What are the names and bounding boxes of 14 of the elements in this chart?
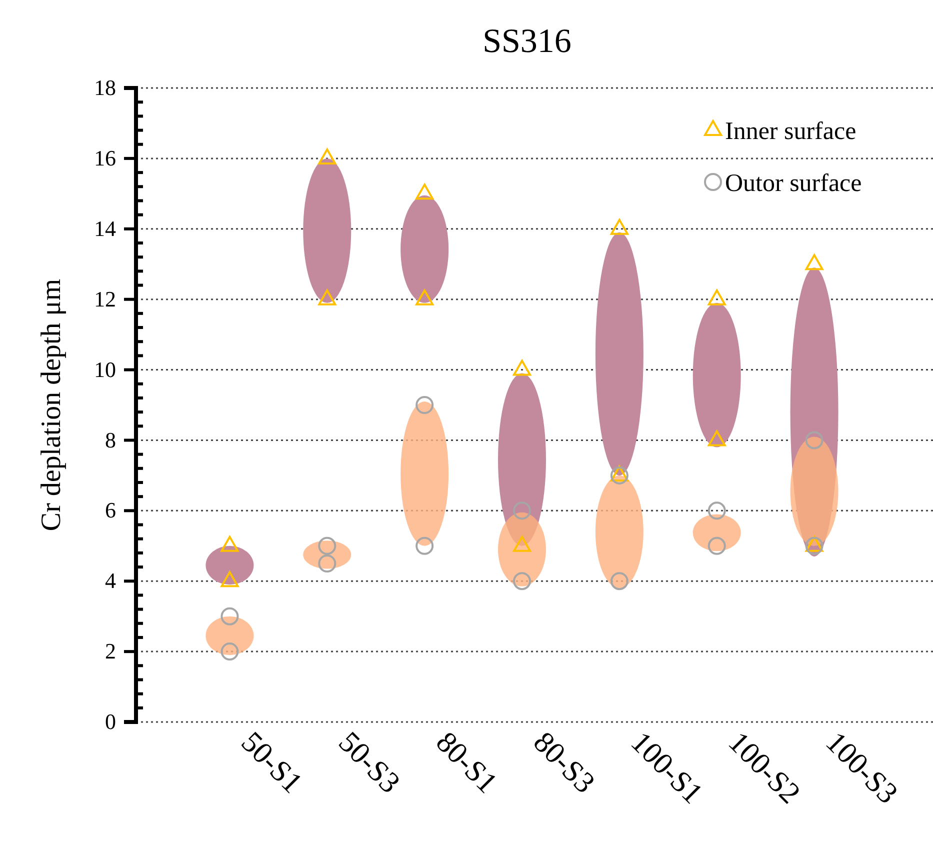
y-tick-label: 14 bbox=[94, 216, 116, 241]
chart-title: SS316 bbox=[482, 23, 572, 60]
y-axis-title: Cr deplation depth μm bbox=[36, 278, 67, 532]
y-tick-label: 0 bbox=[105, 709, 116, 734]
y-tick-label: 8 bbox=[105, 427, 116, 452]
y-tick-label: 10 bbox=[94, 356, 116, 382]
y-tick-label: 12 bbox=[94, 286, 116, 312]
legend-label: Outor surface bbox=[725, 170, 862, 197]
legend-label: Inner surface bbox=[725, 118, 856, 145]
y-tick-label: 2 bbox=[105, 638, 116, 664]
y-tick-label: 18 bbox=[94, 75, 116, 100]
y-tick-label: 4 bbox=[105, 568, 116, 594]
y-tick-label: 6 bbox=[105, 498, 116, 523]
y-tick-label: 16 bbox=[94, 145, 116, 170]
